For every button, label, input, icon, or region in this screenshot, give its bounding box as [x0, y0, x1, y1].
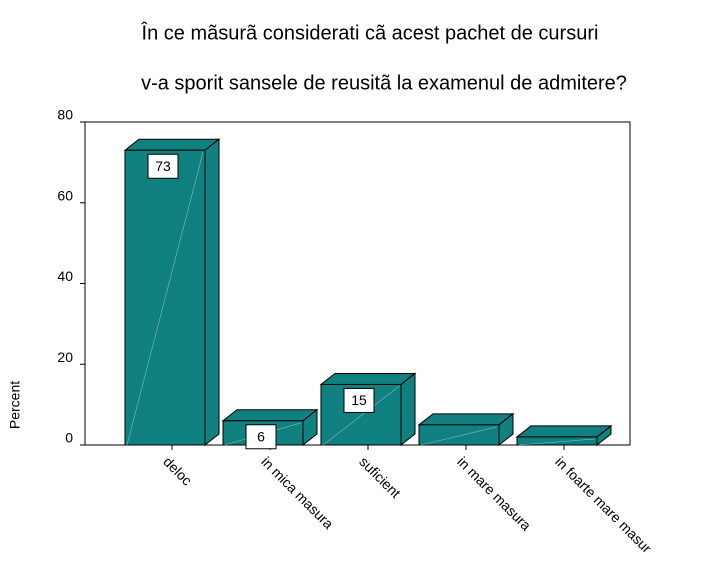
data-label-box: [245, 424, 277, 450]
bar-face: [515, 425, 613, 438]
bar-face: [516, 436, 598, 446]
data-label: 73: [155, 158, 171, 174]
y-tick-label: 20: [57, 349, 73, 365]
y-tick-label: 40: [57, 268, 73, 284]
chart-title: v-a sporit sansele de reusitã la examenu…: [141, 72, 627, 94]
bar-face: [126, 152, 204, 446]
x-tick-label: in mare masura: [454, 453, 534, 533]
bar-face: [204, 138, 220, 447]
bar: [319, 372, 417, 447]
bar-face: [322, 386, 400, 446]
bar-face: [400, 372, 416, 447]
data-label-box: [343, 387, 375, 413]
data-label: 15: [351, 392, 367, 408]
bar: [417, 412, 515, 447]
chart-title: În ce mãsurã considerati cã acest pachet…: [141, 21, 599, 44]
x-tick-label: deloc: [160, 453, 195, 488]
x-tick-label: suficient: [356, 453, 404, 501]
y-tick-label: 80: [57, 107, 73, 123]
bar-face: [518, 438, 596, 446]
bar: [515, 424, 613, 447]
y-axis-label: Percent: [7, 381, 23, 429]
data-label-box: [147, 153, 179, 179]
bar-face: [123, 138, 221, 151]
y-tick-label: 0: [65, 430, 73, 446]
bar-face: [417, 413, 515, 426]
data-label: 6: [257, 428, 265, 444]
bar-face: [221, 409, 319, 422]
bar-face: [418, 424, 500, 446]
y-tick-label: 60: [57, 187, 73, 203]
bar: [123, 138, 221, 447]
x-tick-label: in foarte mare masur: [552, 453, 655, 556]
x-tick-label: in mica masura: [258, 453, 337, 532]
bar-face: [319, 372, 417, 385]
bar-face: [420, 426, 498, 446]
